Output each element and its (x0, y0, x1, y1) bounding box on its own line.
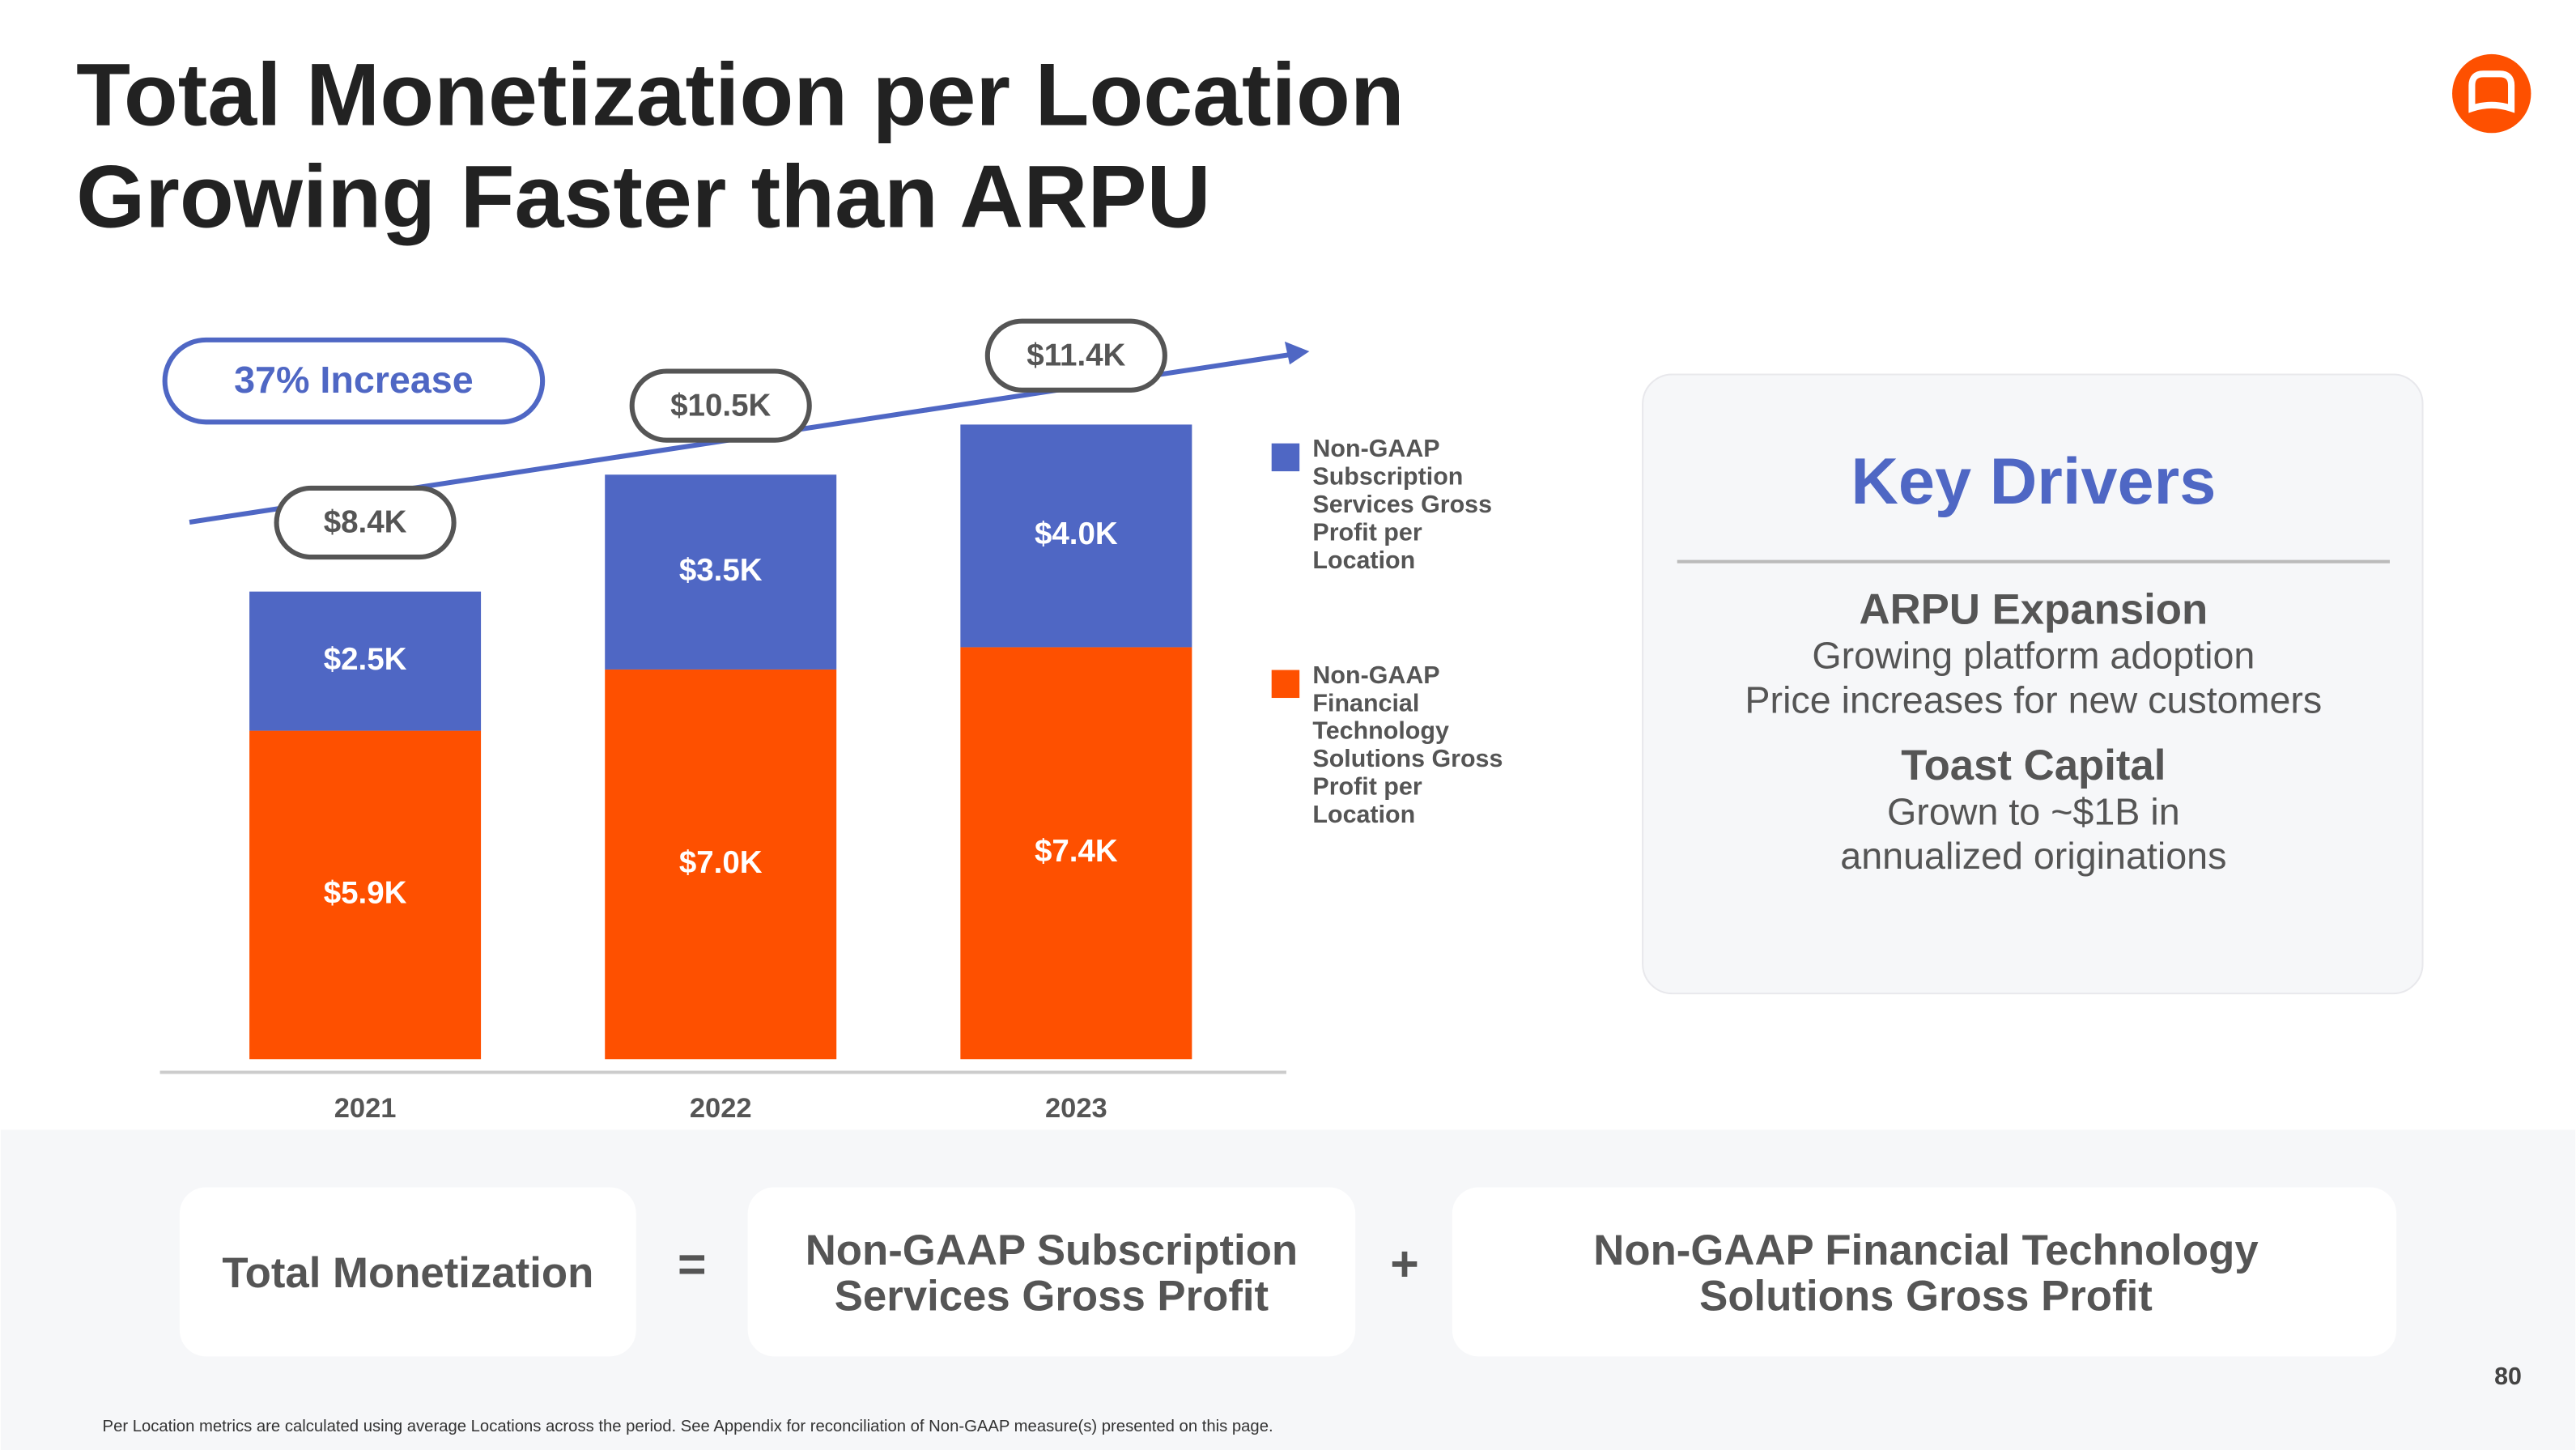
total-callout (984, 318, 1167, 393)
term: Non-GAAP Subscription Services Gross Pro… (805, 1224, 1299, 1320)
legend-swatch (1271, 670, 1300, 699)
legend-label: Non-GAAP Financial Technology Solutions … (1312, 661, 1503, 830)
driver-line: Growing platform adoption (1812, 635, 2255, 677)
driver-heading: Toast Capital (1901, 742, 2166, 789)
page-number: 80 (2494, 1363, 2522, 1390)
bar-segment (605, 669, 837, 1060)
value-label: $7.4K (1035, 834, 1118, 869)
value-label: $2.5K (324, 642, 407, 677)
legend-wrap: Non-GAAP Subscription Services Gross Pro… (1312, 435, 1493, 575)
annotation: 37% Increase (234, 359, 474, 401)
driver-line: annualized originations (1840, 835, 2226, 877)
annotation-pill (162, 337, 546, 425)
bar-segment (249, 591, 482, 731)
title-line: Total Monetization per Location (76, 46, 1405, 145)
bar-segment (960, 647, 1192, 1060)
value-label: $3.5K (679, 553, 763, 588)
total-label: $10.5K (670, 388, 771, 423)
value-label: $5.9K (324, 876, 407, 911)
footnote: Per Location metrics are calculated usin… (103, 1418, 1273, 1435)
term: Total Monetization (222, 1247, 594, 1297)
x-tick-label: 2022 (690, 1093, 752, 1124)
operator: + (1390, 1236, 1419, 1291)
x-tick-label: 2023 (1045, 1093, 1107, 1124)
bar-segment (605, 474, 837, 670)
legend-wrap: Non-GAAP Financial Technology Solutions … (1312, 661, 1503, 830)
total-label: $8.4K (324, 505, 407, 540)
arrow-head (1284, 341, 1310, 365)
panel (1642, 373, 2424, 995)
term-wrap: Total Monetization (222, 1247, 594, 1297)
equation: Total Monetization Non-GAAP Subscription… (179, 1187, 2397, 1357)
bar-segment (249, 730, 482, 1060)
term-wrap: Non-GAAP Financial Technology Solutions … (1593, 1224, 2259, 1320)
chart: 37% Increase 2021 $5.9K $2.5K $8.4K 2022 $7.0… (159, 318, 1503, 1124)
legend-label: Non-GAAP Subscription Services Gross Pro… (1312, 435, 1493, 575)
logo (2452, 53, 2531, 134)
total-callout (274, 485, 457, 560)
x-tick-label: 2021 (334, 1093, 397, 1124)
term-box (747, 1187, 1356, 1357)
term: Non-GAAP Financial Technology Solutions … (1593, 1224, 2259, 1320)
term-box (179, 1187, 636, 1357)
total-label: $11.4K (1027, 338, 1125, 372)
bar-segment (960, 424, 1192, 648)
term-box (1452, 1187, 2397, 1357)
value-label: $4.0K (1035, 517, 1118, 551)
total-callout (629, 368, 812, 443)
legend-swatch (1271, 443, 1300, 472)
panel-title: Key Drivers (1851, 445, 2216, 518)
term-wrap: Non-GAAP Subscription Services Gross Pro… (805, 1224, 1299, 1320)
driver-heading: ARPU Expansion (1860, 585, 2208, 633)
value-label: $7.0K (679, 845, 763, 880)
title-line: Growing Faster than ARPU (76, 147, 1211, 246)
operator: = (678, 1236, 707, 1291)
driver-line: Grown to ~$1B in (1887, 790, 2180, 832)
driver-line: Price increases for new customers (1745, 678, 2322, 721)
key-drivers-panel: Key Drivers (1642, 373, 2424, 995)
